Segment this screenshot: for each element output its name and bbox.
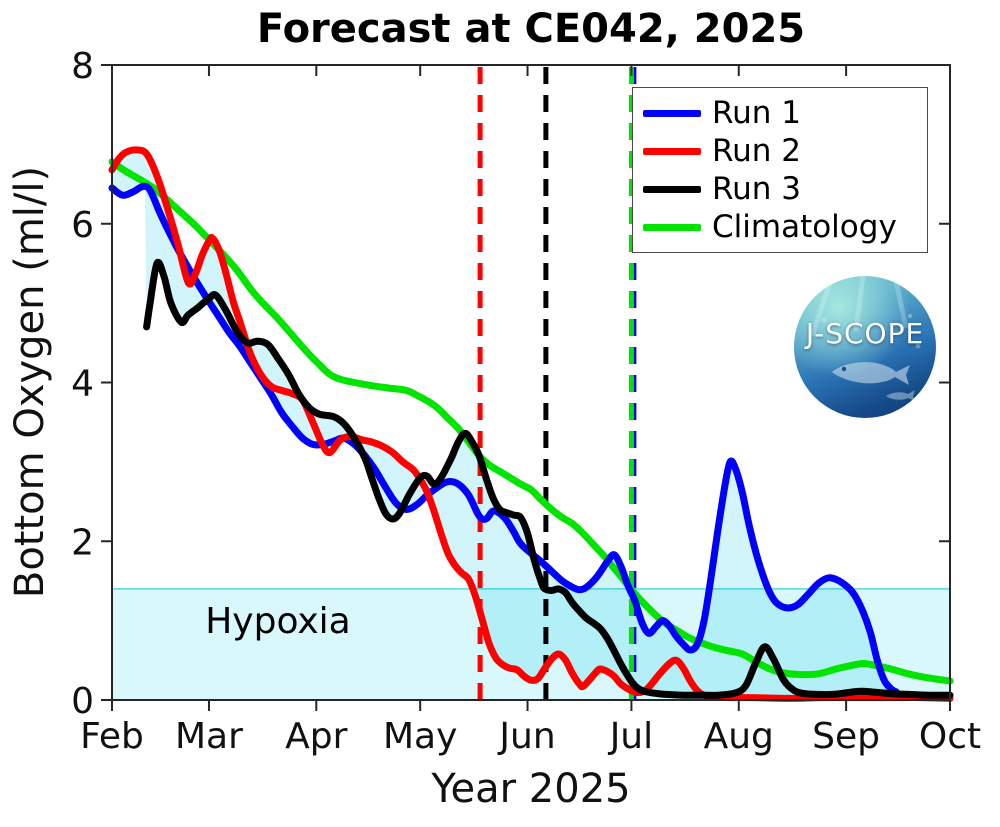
hypoxia-label: Hypoxia: [205, 601, 351, 642]
series-line-run-1: [108, 182, 900, 696]
x-tick-label: Oct: [919, 716, 981, 757]
y-tick-label: 0: [71, 681, 94, 722]
legend-swatch: [643, 223, 701, 231]
ensemble-envelope: [112, 149, 950, 699]
light-ray-icon: [809, 276, 835, 337]
y-tick-label: 4: [71, 364, 94, 405]
x-tick-label: May: [383, 716, 457, 757]
chart-title: Forecast at CE042, 2025: [256, 6, 806, 52]
light-ray-icon: [892, 276, 909, 329]
legend-swatch: [643, 185, 701, 193]
y-tick-label: 6: [71, 205, 94, 246]
x-tick-label: Apr: [285, 716, 347, 757]
legend-label: Climatology: [712, 209, 897, 245]
legend-item-climatology: Climatology: [643, 209, 917, 245]
legend-label: Run 1: [712, 95, 802, 131]
y-tick-label: 8: [71, 46, 94, 87]
legend-swatch: [643, 109, 701, 117]
legend-item-run-1: Run 1: [643, 95, 917, 131]
series-line-run-3: [143, 258, 954, 699]
x-tick-label: Jul: [608, 716, 653, 757]
jscope-logo: J-SCOPE: [794, 276, 936, 418]
x-tick-label: Feb: [80, 716, 144, 757]
legend: Run 1 Run 2 Run 3 Climatology: [632, 87, 928, 253]
legend-label: Run 2: [712, 133, 802, 169]
y-tick-label: 2: [71, 522, 94, 563]
x-tick-label: Sep: [812, 716, 880, 757]
bubbles-icon: [821, 314, 921, 349]
light-ray-icon: [853, 276, 866, 332]
small-fish-icon: [886, 390, 915, 401]
series-line-run-2: [108, 146, 954, 702]
fish-icon: [832, 362, 910, 385]
plot-border: [111, 64, 951, 701]
legend-label: Run 3: [712, 171, 802, 207]
jscope-logo-text: J-SCOPE: [805, 317, 925, 350]
legend-swatch: [643, 147, 701, 155]
legend-item-run-2: Run 2: [643, 133, 917, 169]
x-tick-label: Aug: [704, 716, 774, 757]
underwater-scene: [809, 276, 921, 401]
x-tick-label: Mar: [175, 716, 243, 757]
x-tick-label: Jun: [497, 716, 555, 757]
x-axis-label: Year 2025: [431, 766, 631, 812]
legend-item-run-3: Run 3: [643, 171, 917, 207]
